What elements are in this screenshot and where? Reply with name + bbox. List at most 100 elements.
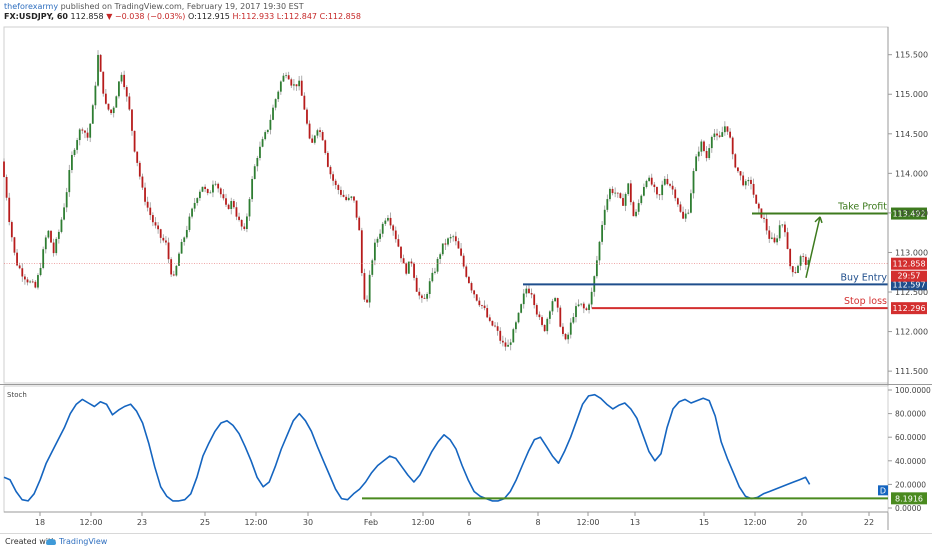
candle-down [669, 184, 671, 186]
price-tick-label: 115.500 [895, 51, 928, 60]
created-with-label: Created with [5, 537, 57, 546]
time-axis: 18 12:00 23 25 12:00 30 Feb 12:00 6 8 12:00 13 15 12:… [4, 511, 888, 527]
candle-up [452, 236, 455, 238]
candle-down [804, 256, 807, 265]
candle-up [230, 201, 233, 210]
candle-up [781, 224, 784, 226]
tradingview-logo[interactable]: TradingView [46, 537, 107, 546]
stoch-level-badge-value: 8.1916 [895, 494, 923, 503]
candle-up [37, 275, 39, 288]
candle-down [784, 224, 786, 233]
candle-up [507, 344, 509, 347]
stoch-badge-label: D [880, 486, 886, 495]
candle-down [616, 192, 619, 194]
candle-up [379, 233, 382, 239]
time-tick-label: 25 [200, 518, 210, 527]
candle-down [556, 298, 559, 308]
candle-down [324, 140, 327, 153]
candle-up [188, 216, 191, 230]
time-tick-label: 8 [535, 518, 540, 527]
candle-up [747, 179, 750, 182]
stoch-tick-label: 40.0000 [895, 457, 926, 466]
candle-down [533, 294, 536, 306]
candle-up [569, 322, 572, 335]
candle-up [183, 237, 186, 242]
time-tick-label: 23 [137, 518, 147, 527]
candle-down [773, 237, 776, 243]
candle-down [802, 256, 805, 258]
level-badge-value: 113.492 [892, 210, 925, 219]
candle-down [763, 217, 765, 219]
candle-down [731, 137, 734, 155]
candle-down [102, 71, 105, 94]
candle-down [165, 240, 167, 243]
candle-down [206, 189, 209, 194]
symbol-label[interactable]: FX:USDJPY, 60 [4, 12, 68, 21]
candle-up [185, 229, 188, 238]
time-tick-label: Feb [364, 518, 378, 527]
candle-up [245, 216, 248, 230]
candle-down [611, 188, 614, 194]
candle-down [465, 266, 468, 277]
candle-up [71, 154, 73, 171]
candle-up [426, 293, 429, 299]
candle-up [198, 191, 201, 199]
candle-up [368, 274, 371, 303]
candle-up [384, 220, 387, 224]
candle-down [353, 196, 355, 201]
candle-up [214, 183, 217, 185]
candle-down [326, 152, 329, 167]
candle-down [358, 217, 361, 231]
candle-up [567, 334, 570, 340]
candle-up [710, 136, 713, 149]
candle-down [34, 281, 37, 288]
candle-down [629, 183, 632, 203]
publish-line: theforexarmy published on TradingView.co… [4, 2, 304, 11]
price-tick-label: 111.500 [895, 367, 928, 376]
candle-up [551, 301, 554, 312]
candle-up [120, 74, 123, 82]
candle-down [392, 225, 395, 231]
candle-up [269, 119, 272, 130]
candle-up [637, 203, 640, 212]
candle-up [721, 132, 724, 137]
candle-down [238, 216, 240, 220]
level-label-buy-entry: Buy Entry [841, 272, 888, 283]
candle-up [609, 188, 611, 200]
chart-header: theforexarmy published on TradingView.co… [0, 0, 932, 24]
candle-down [300, 80, 303, 96]
candle-down [535, 305, 538, 315]
candle-up [520, 304, 523, 313]
candle-down [418, 291, 421, 296]
candle-down [5, 176, 8, 198]
candle-down [104, 93, 107, 104]
price-tick-label: 114.500 [895, 130, 928, 139]
time-tick-label: 12:00 [244, 518, 267, 527]
candle-up [259, 146, 261, 158]
candle-up [277, 91, 280, 100]
candle-down [444, 243, 447, 245]
candle-down [703, 141, 705, 151]
candle-down [235, 207, 238, 217]
candle-down [141, 176, 144, 188]
candle-down [18, 265, 21, 269]
published-text: published on TradingView.com, February 1… [60, 2, 304, 11]
candle-up [515, 322, 517, 330]
candle-down [559, 307, 562, 327]
candle-up [381, 223, 384, 234]
candle-down [742, 175, 745, 186]
time-tick-label: 30 [303, 518, 313, 527]
candle-down [679, 204, 682, 212]
candle-up [577, 304, 580, 307]
chart-area[interactable]: Take Profit 113.492 Buy Entry 112.597 Stop l… [0, 0, 932, 533]
candle-down [133, 130, 136, 152]
candle-down [496, 326, 499, 331]
candle-up [316, 130, 319, 136]
candle-down [402, 258, 405, 264]
candle-down [420, 295, 423, 298]
candle-up [517, 312, 520, 323]
author-link[interactable]: theforexarmy [4, 2, 59, 11]
candle-up [350, 196, 353, 198]
candle-down [81, 129, 84, 131]
candle-down [394, 230, 397, 240]
